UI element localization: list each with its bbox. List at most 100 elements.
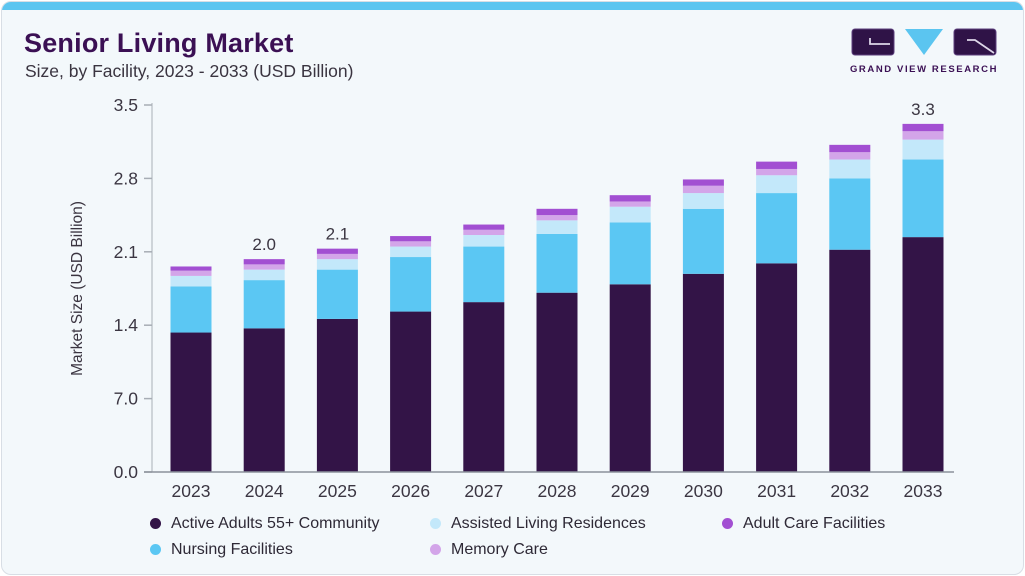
bar-segment-2030 — [682, 193, 724, 209]
bar-segment-2027 — [463, 229, 505, 236]
legend-dot-icon — [430, 518, 441, 529]
bar-segment-2024 — [243, 264, 285, 270]
bar-segment-2023 — [170, 266, 212, 271]
bar-segment-2031 — [756, 161, 798, 169]
bar-segment-2029 — [609, 222, 651, 285]
bar-segment-2028 — [536, 215, 578, 221]
y-tick-label: 2.8 — [114, 168, 138, 188]
bar-segment-2033 — [902, 159, 944, 238]
bar-segment-2030 — [682, 208, 724, 274]
legend-item: Adult Care Facilities — [722, 513, 940, 534]
bar-segment-2030 — [682, 273, 724, 472]
x-tick-label: 2032 — [830, 481, 869, 501]
legend-item: Active Adults 55+ Community — [150, 513, 430, 534]
bar-segment-2033 — [902, 123, 944, 132]
legend-label: Assisted Living Residences — [451, 514, 646, 532]
logo-g-tile — [851, 28, 895, 56]
bar-segment-2025 — [316, 318, 358, 472]
legend-dot-icon — [150, 544, 161, 555]
bar-segment-2029 — [609, 195, 651, 202]
x-tick-label: 2025 — [318, 481, 357, 501]
logo-text: GRAND VIEW RESEARCH — [849, 64, 999, 75]
x-tick-label: 2023 — [172, 481, 211, 501]
bar-segment-2031 — [756, 175, 798, 194]
bar-segment-2024 — [243, 259, 285, 265]
bar-segment-2029 — [609, 206, 651, 223]
accent-strip — [2, 2, 1023, 10]
y-tick-label: 1.4 — [114, 315, 139, 335]
page-subtitle: Size, by Facility, 2023 - 2033 (USD Bill… — [25, 61, 354, 81]
bar-segment-2032 — [829, 249, 871, 472]
y-tick-label: 3.5 — [114, 95, 138, 115]
bar-segment-2033 — [902, 237, 944, 472]
bar-segment-2032 — [829, 159, 871, 179]
bar-segment-2026 — [390, 236, 432, 242]
bar-segment-2032 — [829, 178, 871, 250]
bar-segment-2025 — [316, 259, 358, 270]
bar-segment-2032 — [829, 152, 871, 160]
bar-segment-2031 — [756, 193, 798, 264]
y-tick-label: 2.1 — [114, 242, 138, 262]
bar-segment-2033 — [902, 139, 944, 160]
x-tick-label: 2024 — [245, 481, 284, 501]
legend-item: Memory Care — [430, 539, 722, 560]
x-tick-label: 2029 — [611, 481, 650, 501]
bar-segment-2024 — [243, 328, 285, 472]
legend-label: Adult Care Facilities — [743, 514, 886, 532]
logo-g-mark — [869, 38, 890, 45]
bar-segment-2027 — [463, 246, 505, 303]
bar-segment-2025 — [316, 248, 358, 254]
bar-segment-2027 — [463, 302, 505, 472]
bar-segment-2031 — [756, 168, 798, 176]
bar-segment-2028 — [536, 220, 578, 234]
legend-label: Memory Care — [451, 540, 548, 558]
bar-segment-2024 — [243, 280, 285, 329]
bar-segment-2028 — [536, 208, 578, 216]
bar-total-label: 3.3 — [911, 100, 935, 119]
page-title: Senior Living Market — [24, 28, 294, 58]
x-tick-label: 2031 — [757, 481, 796, 501]
y-tick-label: 0.0 — [114, 462, 139, 482]
bar-segment-2026 — [390, 257, 432, 312]
x-tick-label: 2026 — [391, 481, 430, 501]
bar-segment-2025 — [316, 269, 358, 319]
bar-segment-2030 — [682, 185, 724, 194]
legend-dot-icon — [150, 518, 161, 529]
legend-dot-icon — [722, 518, 733, 529]
chart-legend: Active Adults 55+ Community Assisted Livi… — [150, 513, 940, 560]
y-tick-label: 7.0 — [114, 389, 139, 409]
x-tick-label: 2028 — [538, 481, 577, 501]
logo-r-tile — [953, 28, 997, 56]
grand-view-research-logo: GRAND VIEW RESEARCH — [849, 28, 999, 75]
bar-segment-2023 — [170, 332, 212, 472]
x-tick-label: 2030 — [684, 481, 723, 501]
bar-segment-2025 — [316, 253, 358, 260]
bar-segment-2029 — [609, 284, 651, 472]
y-axis-title: Market Size (USD Billion) — [69, 201, 86, 376]
bar-segment-2023 — [170, 286, 212, 333]
bar-segment-2031 — [756, 263, 798, 472]
bar-segment-2026 — [390, 246, 432, 258]
bar-segment-2026 — [390, 311, 432, 472]
bar-total-label: 2.0 — [252, 235, 276, 254]
bar-segment-2024 — [243, 269, 285, 281]
x-tick-label: 2033 — [904, 481, 943, 501]
bar-segment-2029 — [609, 201, 651, 207]
legend-dot-icon — [430, 544, 441, 555]
legend-label: Active Adults 55+ Community — [171, 514, 380, 532]
bar-segment-2032 — [829, 144, 871, 153]
logo-v-triangle — [905, 29, 943, 55]
bar-segment-2023 — [170, 275, 212, 287]
bar-segment-2028 — [536, 292, 578, 472]
bar-segment-2028 — [536, 233, 578, 293]
logo-marks-icon — [851, 28, 997, 56]
bar-segment-2030 — [682, 179, 724, 186]
bar-segment-2026 — [390, 241, 432, 247]
legend-label: Nursing Facilities — [171, 540, 293, 558]
bar-segment-2027 — [463, 235, 505, 247]
bar-segment-2027 — [463, 224, 505, 230]
bar-segment-2023 — [170, 270, 212, 276]
bar-total-label: 2.1 — [326, 225, 350, 244]
